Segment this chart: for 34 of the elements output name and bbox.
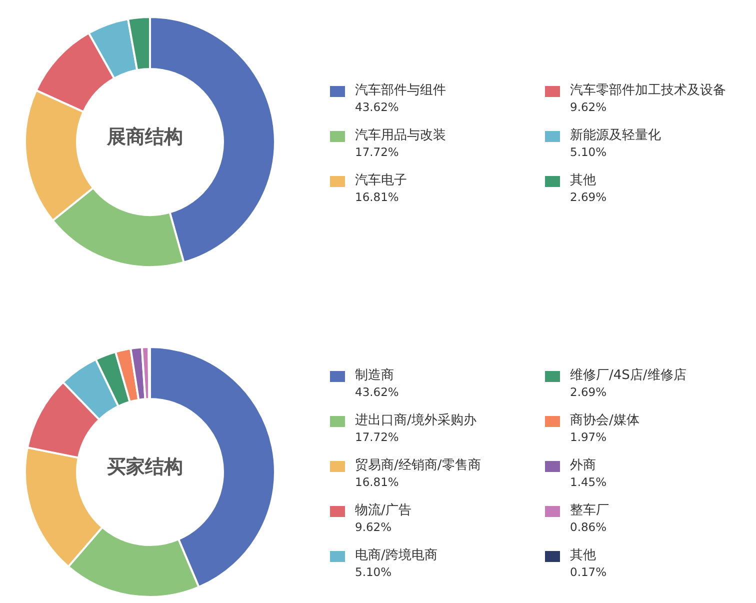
legend-label: 汽车用品与改装 <box>355 127 446 145</box>
text: 展商结构 <box>106 126 183 148</box>
legend-label: 商协会/媒体 <box>570 412 640 430</box>
data-label: 0.17% <box>570 565 607 580</box>
data-label: 16.81% <box>355 190 400 205</box>
data-label: 17.72% <box>355 145 400 160</box>
data-label: 43.62% <box>355 100 400 115</box>
legend-label: 维修厂/4S店/维修店 <box>570 367 686 385</box>
legend-label: 其他 <box>570 547 597 565</box>
data-label: 5.10% <box>355 565 393 580</box>
legend-label: 其他 <box>570 172 597 190</box>
data-label: 9.62% <box>570 100 608 115</box>
legend-label: 电商/跨境电商 <box>355 547 438 565</box>
data-label: 9.62% <box>355 520 393 535</box>
data-label: 0.86% <box>570 520 608 535</box>
data-label: 1.45% <box>570 475 607 490</box>
legend-label: 新能源及轻量化 <box>570 127 661 145</box>
data-label: 17.72% <box>355 430 400 445</box>
legend-label: 制造商 <box>355 367 395 385</box>
legend-label: 进出口商/境外采购办 <box>355 412 476 430</box>
text: 买家结构 <box>107 456 183 478</box>
data-label: 43.62% <box>355 385 399 400</box>
legend-label: 外商 <box>570 457 597 475</box>
legend-label: 整车厂 <box>570 502 609 520</box>
legend-label: 汽车电子 <box>355 172 407 190</box>
data-label: 5.10% <box>570 145 608 160</box>
legend-label: 汽车部件与组件 <box>355 82 446 100</box>
legend-label: 物流/广告 <box>355 502 412 520</box>
legend-label: 贸易商/经销商/零售商 <box>355 457 481 475</box>
data-label: 16.81% <box>355 475 400 490</box>
data-label: 2.69% <box>570 190 607 205</box>
data-label: 1.97% <box>570 430 608 445</box>
legend-label: 汽车零部件加工技术及设备 <box>570 82 726 100</box>
data-label: 2.69% <box>570 385 608 400</box>
